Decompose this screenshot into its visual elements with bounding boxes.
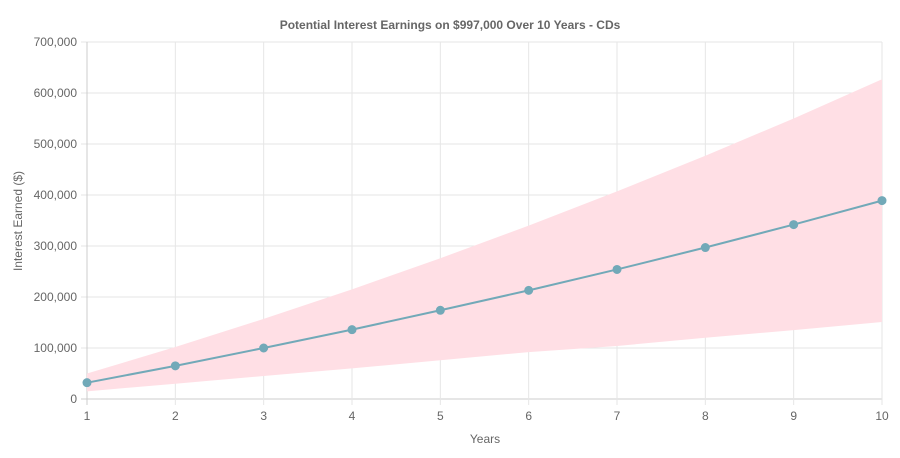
x-tick-label: 10 <box>875 409 889 423</box>
x-tick-label: 6 <box>525 409 532 423</box>
y-axis-title: Interest Earned ($) <box>11 171 25 271</box>
x-tick-label: 7 <box>614 409 621 423</box>
data-point[interactable] <box>700 243 710 253</box>
y-tick-label: 400,000 <box>34 188 78 202</box>
data-point[interactable] <box>612 264 622 274</box>
x-tick-label: 2 <box>172 409 179 423</box>
series-layer <box>82 196 887 388</box>
data-point[interactable] <box>877 196 887 206</box>
data-point[interactable] <box>82 378 92 388</box>
range-band <box>87 79 882 392</box>
y-tick-label: 200,000 <box>34 290 78 304</box>
data-point[interactable] <box>347 325 357 335</box>
chart-title: Potential Interest Earnings on $997,000 … <box>280 18 621 32</box>
y-tick-label: 700,000 <box>34 35 78 49</box>
y-tick-label: 500,000 <box>34 137 78 151</box>
data-point[interactable] <box>435 305 445 315</box>
y-tick-label: 300,000 <box>34 239 78 253</box>
range-band-layer <box>87 79 882 392</box>
data-point[interactable] <box>259 343 269 353</box>
x-tick-label: 9 <box>790 409 797 423</box>
y-tick-label: 100,000 <box>34 341 78 355</box>
series-line <box>86 199 883 384</box>
axes: 0 100,000 200,000 300,000 400,000 500,000 600,… <box>34 35 889 423</box>
y-tick-label: 600,000 <box>34 86 78 100</box>
x-tick-label: 4 <box>349 409 356 423</box>
data-point[interactable] <box>170 361 180 371</box>
data-point[interactable] <box>789 220 799 230</box>
data-point[interactable] <box>524 285 534 295</box>
x-tick-label: 3 <box>260 409 267 423</box>
x-tick-label: 5 <box>437 409 444 423</box>
x-tick-label: 8 <box>702 409 709 423</box>
y-tick-label: 0 <box>70 392 77 406</box>
x-tick-label: 1 <box>84 409 91 423</box>
x-axis-title: Years <box>470 432 500 446</box>
